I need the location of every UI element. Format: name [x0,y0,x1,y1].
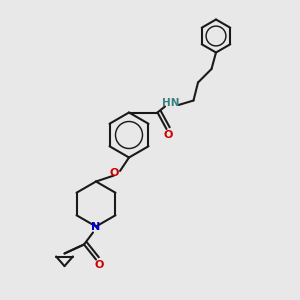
Text: O: O [110,168,119,178]
Text: N: N [92,221,100,232]
Text: HN: HN [162,98,180,109]
Text: O: O [94,260,104,270]
Text: O: O [163,130,173,140]
